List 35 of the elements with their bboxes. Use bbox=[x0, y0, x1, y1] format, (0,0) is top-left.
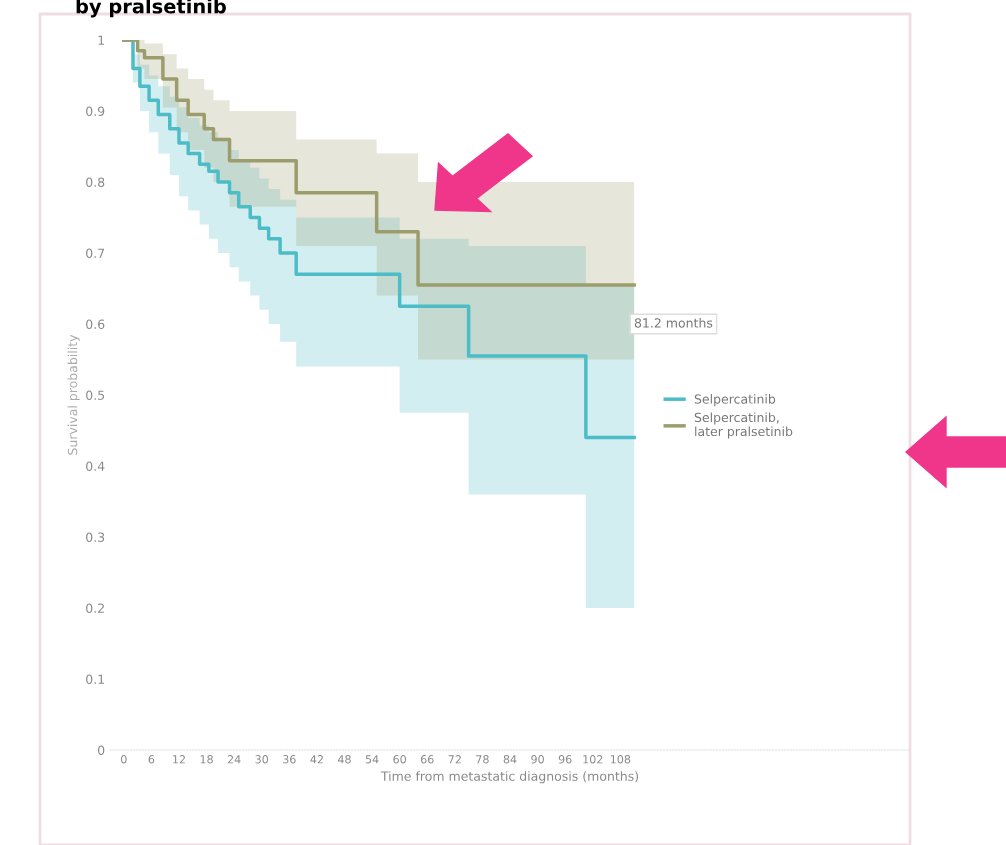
x-tick-label: 12 bbox=[173, 755, 185, 764]
x-tick-label: 66 bbox=[420, 755, 434, 764]
x-tick-label: 36 bbox=[283, 755, 296, 764]
x-tick-label: 108 bbox=[610, 755, 631, 764]
x-tick-label: 0 bbox=[120, 755, 127, 764]
y-tick-label: 0.3 bbox=[86, 532, 105, 542]
y-tick-label: 0.6 bbox=[86, 319, 105, 329]
x-tick-label: 24 bbox=[227, 755, 241, 764]
x-tick-label: 96 bbox=[558, 755, 572, 764]
legend-label: Selpercatinib, later pralsetinib bbox=[694, 412, 793, 439]
y-tick-label: 0.8 bbox=[86, 177, 105, 187]
y-tick-label: 1 bbox=[98, 35, 104, 45]
x-tick-label: 54 bbox=[365, 755, 379, 764]
x-tick-label: 84 bbox=[503, 755, 517, 764]
y-tick-label: 0.2 bbox=[86, 603, 104, 613]
x-tick-label: 6 bbox=[148, 755, 155, 764]
x-tick-label: 78 bbox=[476, 755, 489, 764]
x-tick-label: 102 bbox=[583, 755, 603, 764]
y-tick-label: 0 bbox=[98, 745, 105, 755]
y-tick-label: 0.7 bbox=[86, 248, 105, 258]
x-tick-label: 60 bbox=[393, 755, 406, 764]
x-tick-label: 30 bbox=[255, 755, 269, 764]
legend-label: Selpercatinib bbox=[694, 394, 776, 407]
x-tick-label: 90 bbox=[531, 755, 544, 764]
y-tick-label: 0.9 bbox=[86, 106, 105, 116]
x-axis-title: Time from metastatic diagnosis (months) bbox=[380, 771, 639, 784]
x-tick-label: 18 bbox=[200, 755, 213, 764]
y-axis-title: Survival probability bbox=[67, 334, 80, 455]
y-tick-label: 0.5 bbox=[86, 390, 105, 400]
x-tick-label: 72 bbox=[448, 755, 461, 764]
y-tick-label: 0.4 bbox=[86, 461, 105, 471]
annotation: 81.2 months bbox=[634, 317, 713, 328]
x-tick-label: 42 bbox=[310, 755, 323, 764]
x-tick-label: 48 bbox=[337, 755, 351, 764]
y-tick-label: 0.1 bbox=[86, 674, 104, 684]
